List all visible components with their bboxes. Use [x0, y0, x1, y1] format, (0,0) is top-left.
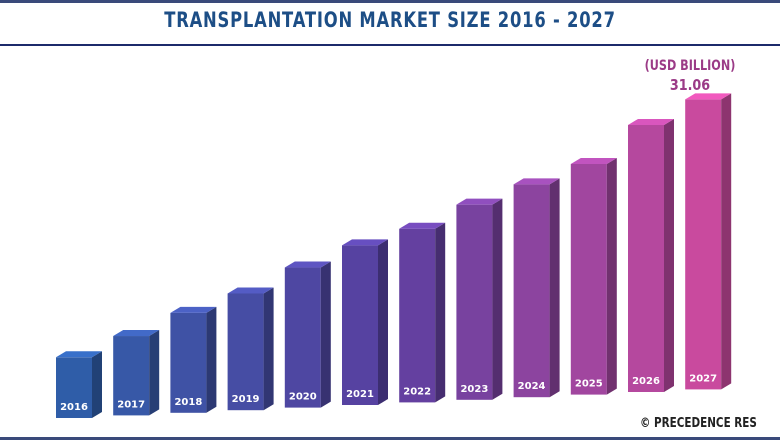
bar-front-2017	[113, 336, 150, 416]
bar-top-2025	[570, 157, 617, 164]
bar-side-2019	[263, 287, 274, 411]
bar-side-2023	[492, 198, 503, 400]
title-divider	[0, 44, 780, 46]
bar-top-2022	[399, 222, 446, 229]
bar-front-2023	[456, 204, 493, 400]
bar-top-2023	[456, 198, 503, 205]
bar-side-2021	[378, 239, 388, 405]
bar-front-2019	[227, 293, 264, 411]
tick-label-2020: 2020	[289, 392, 317, 403]
source-credit: © PRECEDENCE RES	[640, 416, 757, 431]
bar-front-2025	[570, 163, 607, 395]
unit-label: (USD BILLION)	[644, 58, 736, 74]
bar-top-2021	[342, 239, 388, 246]
bar-front-2016	[56, 357, 92, 418]
tick-label-2018: 2018	[174, 397, 202, 408]
bar-top-2018	[170, 306, 217, 313]
bar-side-2017	[149, 330, 160, 416]
bar-side-2027	[721, 93, 732, 390]
tick-label-2017: 2017	[117, 399, 145, 410]
bar-side-2026	[664, 118, 674, 392]
bar-front-2020	[284, 267, 321, 408]
bar-top-2016	[56, 351, 102, 358]
tick-label-2016: 2016	[60, 402, 88, 413]
bar-side-2022	[435, 222, 446, 403]
tick-label-2024: 2024	[518, 381, 546, 392]
bar-front-2027	[685, 99, 722, 390]
tick-label-2026: 2026	[632, 376, 660, 387]
bar-front-2021	[342, 245, 378, 405]
bar-side-2020	[320, 261, 331, 408]
bar-side-2025	[606, 157, 617, 395]
bar-front-2018	[170, 312, 207, 413]
bar-top-2020	[284, 261, 331, 268]
tick-label-2023: 2023	[460, 384, 488, 395]
bottom-border	[0, 437, 780, 440]
tick-label-2025: 2025	[575, 379, 603, 390]
bar-top-2027	[685, 93, 732, 100]
bar-top-2017	[113, 330, 160, 337]
data-label-2027: 31.06	[669, 76, 711, 94]
bar-top-2024	[513, 178, 560, 185]
tick-label-2022: 2022	[403, 386, 431, 397]
tick-label-2019: 2019	[232, 394, 260, 405]
bar-side-2024	[549, 178, 560, 398]
chart-title: TRANSPLANTATION MARKET SIZE 2016 - 2027	[164, 8, 616, 32]
top-border	[0, 0, 780, 3]
bar-front-2024	[513, 184, 550, 398]
bar-side-2018	[206, 306, 217, 413]
tick-label-2027: 2027	[689, 373, 717, 384]
bar-front-2022	[399, 228, 436, 403]
bar-top-2019	[227, 287, 274, 294]
bar-front-2026	[628, 124, 664, 392]
bar-side-2016	[92, 351, 102, 418]
bar-top-2026	[628, 118, 674, 125]
tick-label-2021: 2021	[346, 389, 374, 400]
